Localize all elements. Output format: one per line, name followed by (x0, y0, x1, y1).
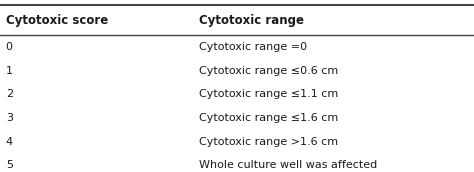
Text: Cytotoxic range: Cytotoxic range (199, 14, 304, 27)
Text: 3: 3 (6, 113, 13, 123)
Text: 1: 1 (6, 66, 13, 76)
Text: Cytotoxic range ≤1.6 cm: Cytotoxic range ≤1.6 cm (199, 113, 338, 123)
Text: Whole culture well was affected: Whole culture well was affected (199, 160, 377, 170)
Text: Cytotoxic score: Cytotoxic score (6, 14, 108, 27)
Text: Cytotoxic range ≤0.6 cm: Cytotoxic range ≤0.6 cm (199, 66, 338, 76)
Text: 4: 4 (6, 137, 13, 147)
Text: Cytotoxic range =0: Cytotoxic range =0 (199, 42, 307, 52)
Text: Cytotoxic range ≤1.1 cm: Cytotoxic range ≤1.1 cm (199, 89, 338, 99)
Text: 0: 0 (6, 42, 13, 52)
Text: 2: 2 (6, 89, 13, 99)
Text: 5: 5 (6, 160, 13, 170)
Text: Cytotoxic range >1.6 cm: Cytotoxic range >1.6 cm (199, 137, 338, 147)
